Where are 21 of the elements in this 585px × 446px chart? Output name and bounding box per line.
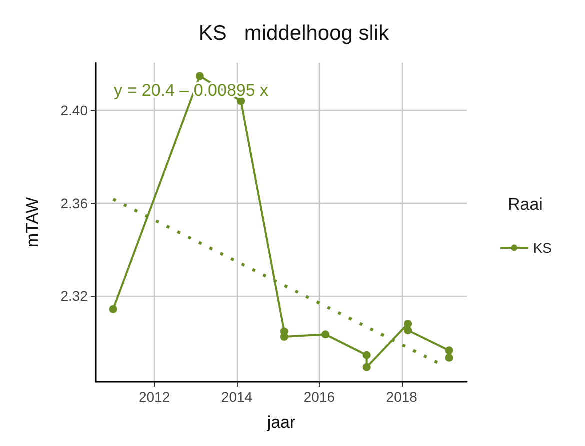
legend-label: KS	[533, 240, 552, 256]
y-tick-label: 2.40	[60, 102, 88, 119]
y-axis-title: mTAW	[23, 197, 42, 248]
y-tick-label: 2.36	[60, 195, 88, 212]
x-tick-label: 2016	[304, 389, 336, 405]
chart-title: KS middelhoog slik	[198, 22, 390, 45]
x-tick-label: 2014	[221, 389, 253, 405]
point	[404, 320, 412, 328]
point	[322, 330, 330, 339]
point	[196, 72, 204, 80]
x-tick-label: 2012	[138, 389, 170, 405]
point	[445, 346, 454, 355]
legend-title: Raai	[508, 195, 543, 214]
point	[362, 363, 371, 372]
point	[109, 305, 118, 314]
point	[362, 351, 371, 360]
point	[445, 354, 454, 362]
point	[404, 326, 412, 334]
y-tick-label: 2.32	[60, 288, 88, 304]
x-tick-label: 2018	[386, 389, 418, 405]
x-axis-title: jaar	[266, 413, 296, 432]
